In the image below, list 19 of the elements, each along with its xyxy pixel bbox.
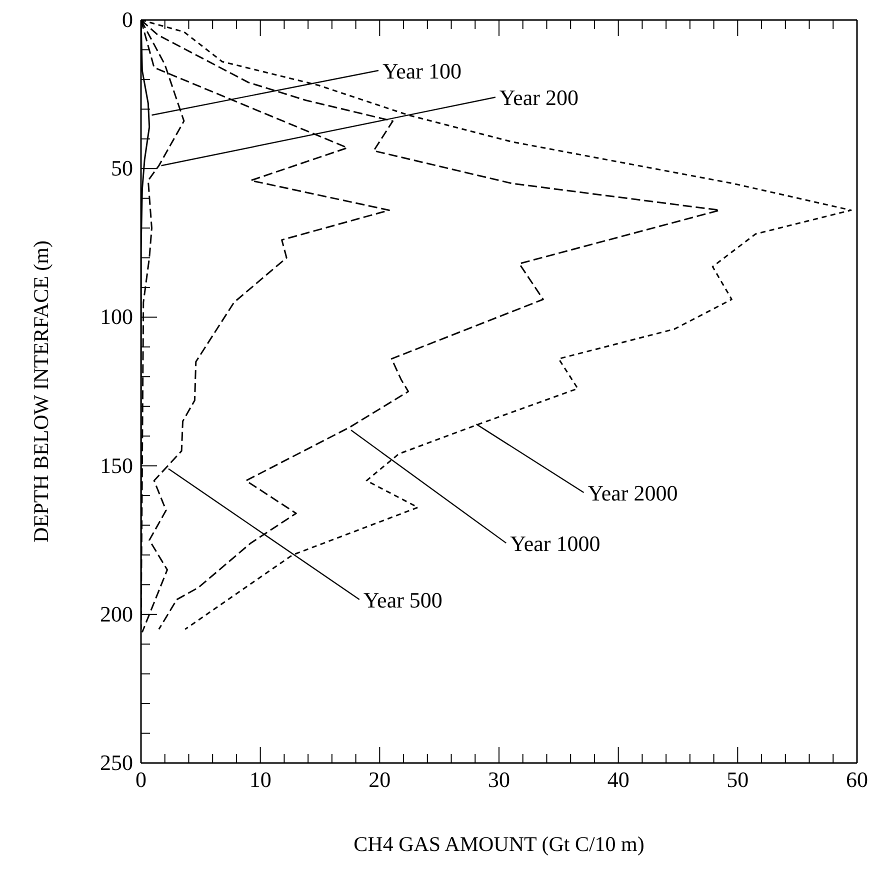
y-tick-label: 50 bbox=[111, 156, 133, 181]
x-tick-label: 60 bbox=[846, 767, 868, 792]
x-tick-label: 10 bbox=[249, 767, 272, 792]
annotation: Year 2000 bbox=[588, 480, 678, 506]
y-axis-title: DEPTH BELOW INTERFACE (m) bbox=[29, 240, 53, 542]
annotation: Year 500 bbox=[363, 587, 442, 612]
y-tick-label: 150 bbox=[100, 452, 133, 478]
x-tick-label: 40 bbox=[607, 767, 630, 792]
y-tick-label: 250 bbox=[100, 750, 133, 775]
y-tick-label: 0 bbox=[122, 7, 133, 32]
y-tick-label: 100 bbox=[100, 304, 133, 330]
x-tick-label: 20 bbox=[368, 767, 391, 792]
annotation: Year 100 bbox=[382, 58, 462, 84]
y-tick-label: 200 bbox=[100, 601, 133, 626]
x-tick-label: 50 bbox=[726, 767, 749, 792]
annotation: Year 1000 bbox=[510, 530, 600, 556]
annotation: Year 200 bbox=[499, 85, 578, 110]
x-tick-label: 30 bbox=[488, 767, 510, 792]
x-axis-title: CH4 GAS AMOUNT (Gt C/10 m) bbox=[354, 832, 644, 856]
